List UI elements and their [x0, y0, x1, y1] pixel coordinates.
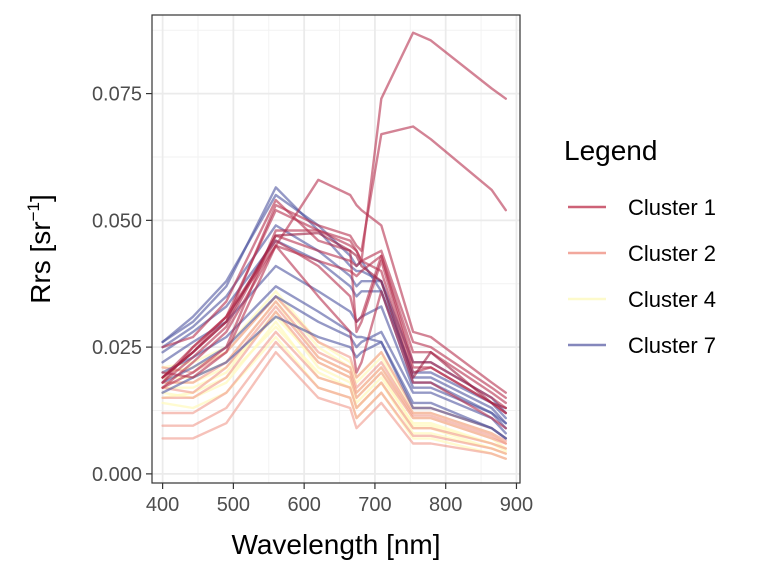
y-axis-title-close: ]: [25, 194, 56, 202]
y-tick-label: 0.075: [92, 84, 142, 106]
series-line-cluster-7-20: [161, 239, 507, 420]
x-tick-label: 700: [358, 494, 391, 516]
series-line-cluster-1-33: [161, 231, 507, 410]
y-axis-title-main: Rrs [sr: [25, 221, 56, 303]
series-line-cluster-2-12: [161, 310, 507, 445]
y-tick-label: 0.050: [92, 210, 142, 232]
legend-label-cluster-4: Cluster 4: [628, 287, 716, 312]
series-line-cluster-2-10: [161, 340, 507, 455]
y-tick-label: 0.025: [92, 337, 142, 359]
series-line-cluster-1-31: [161, 244, 507, 430]
y-axis-title: Rrs [sr−1]: [24, 194, 56, 304]
series-line-cluster-7-18: [161, 285, 507, 440]
series-line-cluster-2-15: [161, 305, 507, 445]
x-tick-label: 600: [287, 494, 320, 516]
plot-border: [151, 14, 521, 484]
series-line-cluster-2-11: [161, 330, 507, 450]
x-tick-label: 400: [146, 494, 179, 516]
x-tick-label: 800: [429, 494, 462, 516]
series-line-cluster-1-27: [161, 234, 507, 399]
y-tick-label: 0.000: [92, 464, 142, 486]
axis-layer: 400 500 600 700 800 900 0.000 0.025 0.050 0.075: [92, 84, 533, 516]
legend-entries: Cluster 1 Cluster 2 Cluster 4 Cluster 7: [568, 195, 716, 358]
x-axis-title: Wavelength [nm]: [231, 529, 440, 560]
series-layer: [161, 31, 507, 460]
series-line-cluster-4-3: [161, 310, 507, 450]
series-line-cluster-7-16: [161, 315, 507, 440]
x-tick-label: 900: [500, 494, 533, 516]
legend-label-cluster-7: Cluster 7: [628, 333, 716, 358]
x-tick-label: 500: [217, 494, 250, 516]
series-line-cluster-2-9: [161, 351, 507, 460]
legend-title: Legend: [564, 135, 657, 166]
legend-label-cluster-1: Cluster 1: [628, 195, 716, 220]
y-axis-title-superscript: −1: [24, 202, 43, 221]
series-line-cluster-7-22: [161, 186, 507, 425]
legend-label-cluster-2: Cluster 2: [628, 241, 716, 266]
grid-layer: [152, 15, 520, 483]
series-line-cluster-1-32: [161, 229, 507, 415]
